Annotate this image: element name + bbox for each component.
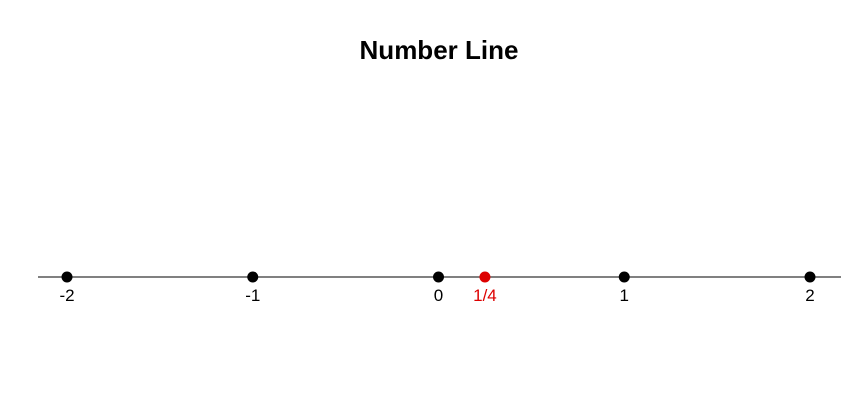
point-label-2: 2 bbox=[805, 286, 814, 305]
point-label-1: 1 bbox=[620, 286, 629, 305]
number-line-marks: -2 -1 0 1 2 1/4 bbox=[59, 271, 816, 305]
point-label-1negover-4: 1/4 bbox=[473, 286, 497, 305]
point-label-0: 0 bbox=[434, 286, 443, 305]
point-label-neg2: -2 bbox=[59, 286, 74, 305]
point-marker-0 bbox=[433, 271, 444, 283]
point-label-neg1: -1 bbox=[245, 286, 260, 305]
point-marker-neg1 bbox=[247, 271, 259, 283]
chart-title: Number Line bbox=[360, 35, 519, 65]
point-marker-2 bbox=[804, 271, 816, 283]
point-marker-neg2 bbox=[61, 271, 73, 283]
point-marker-1 bbox=[618, 271, 630, 283]
point-marker-1negover-4 bbox=[479, 271, 491, 283]
